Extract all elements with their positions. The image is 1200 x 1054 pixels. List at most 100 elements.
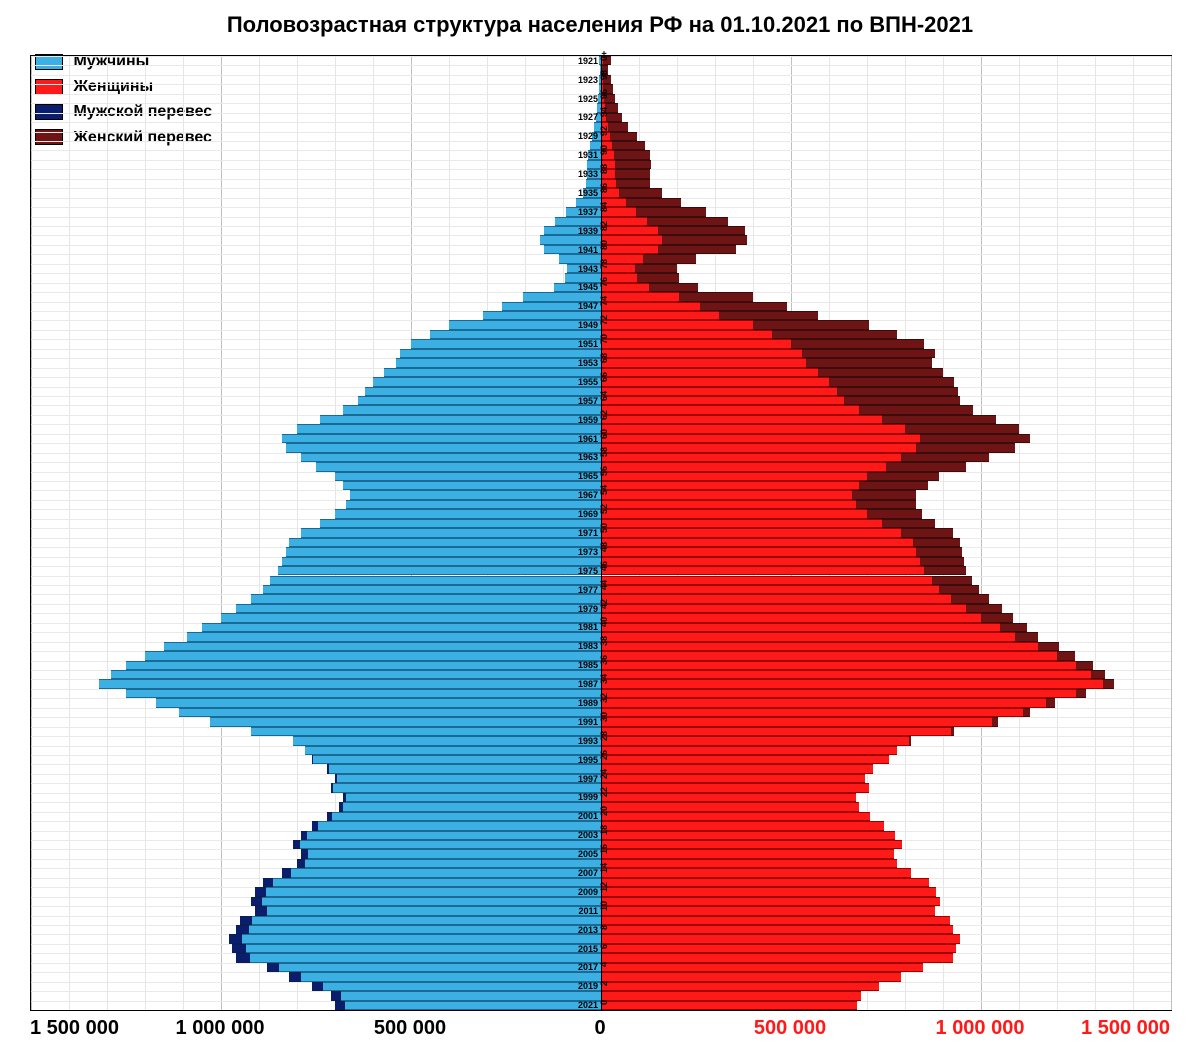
bar-male <box>179 708 601 717</box>
bar-male <box>156 698 601 707</box>
age-label: 32 <box>599 693 609 703</box>
age-label: 4 <box>599 962 609 967</box>
year-label: 1935 <box>578 188 598 198</box>
year-label: 1991 <box>578 717 598 727</box>
bar-male <box>323 982 601 991</box>
year-label: 2017 <box>578 962 598 972</box>
age-label: 76 <box>599 277 609 287</box>
bar-female <box>601 358 806 367</box>
bar-female <box>601 982 879 991</box>
age-label: 82 <box>599 221 609 231</box>
bar-female <box>601 547 916 556</box>
age-label: 6 <box>599 944 609 949</box>
bar-male <box>411 339 601 348</box>
bar-female <box>601 585 939 594</box>
bar-male <box>270 576 601 585</box>
bar-male <box>358 396 601 405</box>
bar-male <box>99 679 601 688</box>
bar-male <box>343 802 601 811</box>
bar-male <box>263 585 601 594</box>
bar-male <box>210 717 601 726</box>
age-label: 40 <box>599 617 609 627</box>
bar-male <box>279 963 601 972</box>
bar-male <box>249 925 601 934</box>
age-label: 38 <box>599 636 609 646</box>
bar-female <box>601 849 894 858</box>
bar-female <box>601 235 662 244</box>
bar-male <box>335 509 601 518</box>
bar-female <box>601 651 1057 660</box>
age-label: 48 <box>599 542 609 552</box>
bar-female <box>601 793 856 802</box>
bar-female <box>601 934 960 943</box>
bar-male <box>236 604 601 613</box>
bar-male <box>341 991 601 1000</box>
age-label: 60 <box>599 429 609 439</box>
bar-male <box>262 897 601 906</box>
x-axis: 1 500 0001 000 000500 0000500 0001 000 0… <box>0 1017 1200 1047</box>
bar-female <box>601 906 935 915</box>
age-label: 18 <box>599 825 609 835</box>
year-label: 1993 <box>578 736 598 746</box>
bar-female <box>601 708 1023 717</box>
bar-male <box>332 812 601 821</box>
bar-male <box>251 594 601 603</box>
year-label: 1921 <box>578 56 598 66</box>
bar-male <box>250 953 602 962</box>
bar-female <box>601 831 895 840</box>
bar-female <box>601 878 929 887</box>
bar-male <box>221 613 601 622</box>
bar-female <box>601 661 1076 670</box>
bar-male <box>333 783 601 792</box>
bar-female <box>601 472 867 481</box>
bar-male <box>301 972 601 981</box>
bar-female <box>601 944 956 953</box>
bar-female <box>601 528 901 537</box>
bar-female <box>601 916 950 925</box>
bar-female <box>601 679 1103 688</box>
bar-female <box>601 481 859 490</box>
year-label: 1939 <box>578 226 598 236</box>
age-label: 30 <box>599 712 609 722</box>
bar-female <box>601 746 897 755</box>
bar-male <box>400 349 601 358</box>
bar-male <box>559 254 601 263</box>
bar-male <box>251 727 601 736</box>
bar-female <box>601 972 901 981</box>
year-label: 2001 <box>578 811 598 821</box>
bar-male <box>318 821 601 830</box>
bar-male <box>301 528 601 537</box>
age-label: 54 <box>599 485 609 495</box>
age-label: 58 <box>599 447 609 457</box>
bar-female <box>601 557 920 566</box>
age-label: 12 <box>599 882 609 892</box>
year-label: 1953 <box>578 358 598 368</box>
bar-male <box>187 632 601 641</box>
bar-male <box>305 746 601 755</box>
year-label: 1959 <box>578 415 598 425</box>
age-label: 84 <box>599 202 609 212</box>
year-label: 1987 <box>578 679 598 689</box>
bar-female <box>601 396 844 405</box>
bar-female <box>601 339 791 348</box>
x-tick: 1 500 000 <box>30 1017 119 1040</box>
bar-female <box>601 991 861 1000</box>
bar-female <box>601 821 884 830</box>
age-label: 10 <box>599 901 609 911</box>
bar-male <box>329 764 601 773</box>
bar-female <box>601 519 882 528</box>
age-label: 20 <box>599 806 609 816</box>
bar-female <box>601 897 940 906</box>
year-label: 1995 <box>578 755 598 765</box>
bar-female <box>601 698 1046 707</box>
bar-female <box>601 868 911 877</box>
chart-title: Половозрастная структура населения РФ на… <box>0 12 1200 38</box>
bar-female <box>601 415 882 424</box>
bar-male <box>316 462 601 471</box>
x-tick: 0 <box>594 1017 605 1040</box>
age-label: 28 <box>599 731 609 741</box>
year-label: 1977 <box>578 585 598 595</box>
bar-male <box>267 906 601 915</box>
bar-male <box>346 793 601 802</box>
bar-male <box>365 387 601 396</box>
